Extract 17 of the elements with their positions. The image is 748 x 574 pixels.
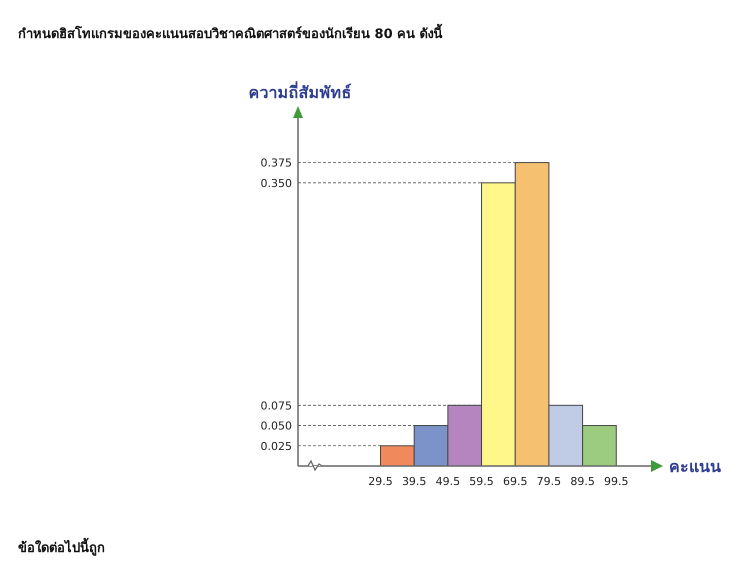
x-tick-label: 39.5 [402,475,426,488]
x-tick-label: 99.5 [604,475,629,488]
x-tick-label: 29.5 [368,475,393,488]
y-tick-label: 0.050 [260,420,292,433]
x-tick-label: 49.5 [436,475,460,488]
y-tick-label: 0.350 [260,176,292,190]
text: ข้อใดต่อไปนี้ถูก [18,537,105,556]
x-tick-label: 89.5 [570,475,595,488]
y-tick-label: 0.375 [260,156,292,170]
y-axis-title: ความถี่สัมพัทธ์ [248,81,352,102]
y-tick-label: 0.075 [260,399,292,412]
x-tick-label: 59.5 [469,475,494,488]
x-tick-label: 79.5 [536,475,562,488]
x-tick-label: 69.5 [502,475,528,488]
y-tick-label: 0.025 [260,440,292,453]
x-axis-title: คะแนน [669,457,721,476]
chart-title: กำหนดฮิสโทแกรมของคะแนนสอบวิชาคณิตศาสตร์ของนักเรียน 80 คน ดังนี้ [18,23,443,42]
